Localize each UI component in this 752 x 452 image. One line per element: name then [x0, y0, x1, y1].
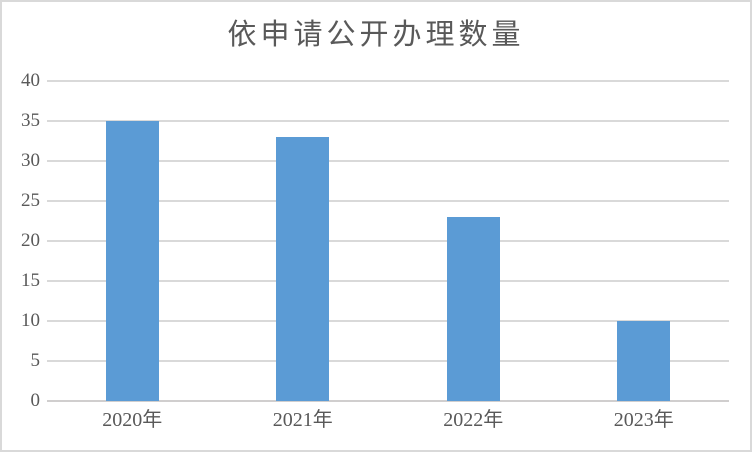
gridline: [47, 240, 729, 242]
gridline: [47, 280, 729, 282]
gridline: [47, 360, 729, 362]
bar-2023年: [617, 321, 671, 401]
y-tick-label: 40: [21, 70, 40, 91]
x-tick-label: 2020年: [102, 409, 163, 431]
bar-2021年: [276, 137, 330, 401]
x-tick-label: 2023年: [613, 409, 674, 431]
x-axis-line: [47, 400, 729, 402]
gridline: [47, 120, 729, 122]
x-tick-label: 2021年: [272, 409, 333, 431]
chart-title: 依申请公开办理数量: [227, 19, 525, 51]
y-tick-label: 15: [21, 270, 40, 291]
y-tick-label: 30: [21, 150, 40, 171]
y-tick-label: 10: [21, 310, 40, 331]
y-tick-label: 25: [21, 190, 40, 211]
y-tick-label: 5: [30, 350, 41, 371]
x-tick-label: 2022年: [443, 409, 504, 431]
gridline: [47, 320, 729, 322]
y-tick-label: 35: [21, 110, 40, 131]
y-tick-label: 0: [30, 390, 41, 411]
gridline: [47, 200, 729, 202]
gridline: [47, 160, 729, 162]
gridline: [47, 80, 729, 82]
y-tick-label: 20: [21, 230, 40, 251]
bar-2022年: [446, 217, 500, 401]
bar-2020年: [105, 121, 159, 401]
